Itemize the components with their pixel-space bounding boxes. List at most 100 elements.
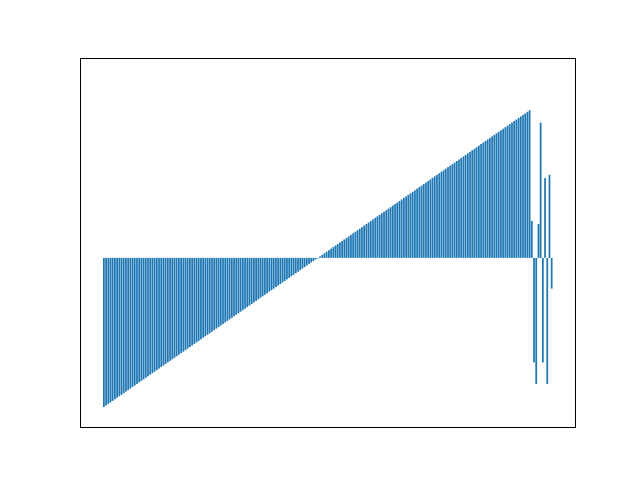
bar xyxy=(440,171,443,258)
bar xyxy=(535,257,538,384)
bar xyxy=(471,150,474,258)
bar xyxy=(310,257,313,263)
bar xyxy=(444,168,447,258)
bar xyxy=(455,161,458,258)
bar xyxy=(407,194,410,258)
bar xyxy=(142,257,145,380)
bar xyxy=(403,197,405,258)
bar xyxy=(530,220,533,258)
bar xyxy=(400,199,403,258)
bar xyxy=(502,128,505,258)
bar xyxy=(519,116,522,258)
bar xyxy=(451,164,454,258)
bar xyxy=(182,257,185,352)
bar xyxy=(314,257,317,260)
bar xyxy=(365,224,368,258)
bar xyxy=(305,257,308,266)
bar xyxy=(319,256,321,258)
bar xyxy=(429,179,432,258)
bar xyxy=(111,257,114,401)
bar xyxy=(186,257,189,349)
bar xyxy=(270,257,273,291)
bar xyxy=(178,257,180,355)
bar xyxy=(339,242,341,258)
bar xyxy=(497,131,500,258)
bar xyxy=(200,257,202,340)
bar xyxy=(524,113,527,258)
bar xyxy=(288,257,291,278)
bar xyxy=(292,257,295,275)
bar xyxy=(107,257,110,404)
bar xyxy=(164,257,167,364)
bar xyxy=(508,124,511,258)
bar xyxy=(266,257,268,294)
bar xyxy=(356,230,359,258)
bar xyxy=(469,151,471,258)
bar xyxy=(162,257,165,366)
bar xyxy=(394,204,396,258)
bar xyxy=(281,257,284,283)
bar xyxy=(208,257,211,334)
bar xyxy=(257,257,260,300)
bar xyxy=(414,190,416,258)
bar xyxy=(405,196,407,258)
bar xyxy=(367,222,370,258)
bar xyxy=(301,257,304,269)
bar xyxy=(522,114,524,258)
bar xyxy=(308,257,310,265)
bar xyxy=(294,257,297,274)
bar xyxy=(418,187,421,258)
bar xyxy=(147,257,149,377)
bar xyxy=(189,257,191,348)
bar xyxy=(387,208,390,258)
bar xyxy=(398,200,401,258)
bar xyxy=(241,257,244,311)
bar xyxy=(436,174,438,258)
bar xyxy=(158,257,160,369)
bar xyxy=(489,137,491,258)
bar xyxy=(374,217,377,258)
bar xyxy=(323,253,326,258)
bar xyxy=(539,122,542,258)
bar xyxy=(195,257,198,343)
bar xyxy=(166,257,169,363)
bar xyxy=(546,257,549,384)
bar xyxy=(219,257,222,326)
bar xyxy=(517,117,520,258)
bar xyxy=(343,239,346,258)
bar xyxy=(127,257,130,391)
bar xyxy=(169,257,171,361)
bar xyxy=(506,125,509,258)
bar xyxy=(246,257,249,308)
bar xyxy=(239,257,242,312)
bar xyxy=(431,177,434,258)
bar xyxy=(215,257,218,329)
bar xyxy=(125,257,127,392)
bar xyxy=(290,257,293,277)
bar xyxy=(526,111,529,258)
bar xyxy=(493,134,496,258)
bar xyxy=(213,257,216,331)
bar xyxy=(122,257,125,394)
bar xyxy=(422,184,425,258)
bar xyxy=(140,257,143,381)
bar xyxy=(279,257,282,285)
bar xyxy=(341,240,343,258)
bar xyxy=(464,154,467,258)
bar xyxy=(515,119,518,258)
bar xyxy=(149,257,152,375)
bar xyxy=(206,257,209,335)
bar xyxy=(184,257,187,351)
bar xyxy=(129,257,132,389)
bar xyxy=(486,139,489,258)
bar xyxy=(372,219,374,258)
bar xyxy=(396,202,399,258)
bar xyxy=(475,147,478,258)
bar xyxy=(217,257,220,328)
bar xyxy=(233,257,235,317)
bar xyxy=(175,257,178,357)
bar xyxy=(321,254,324,258)
bar xyxy=(272,257,275,289)
bar xyxy=(237,257,240,314)
bar xyxy=(103,257,105,408)
